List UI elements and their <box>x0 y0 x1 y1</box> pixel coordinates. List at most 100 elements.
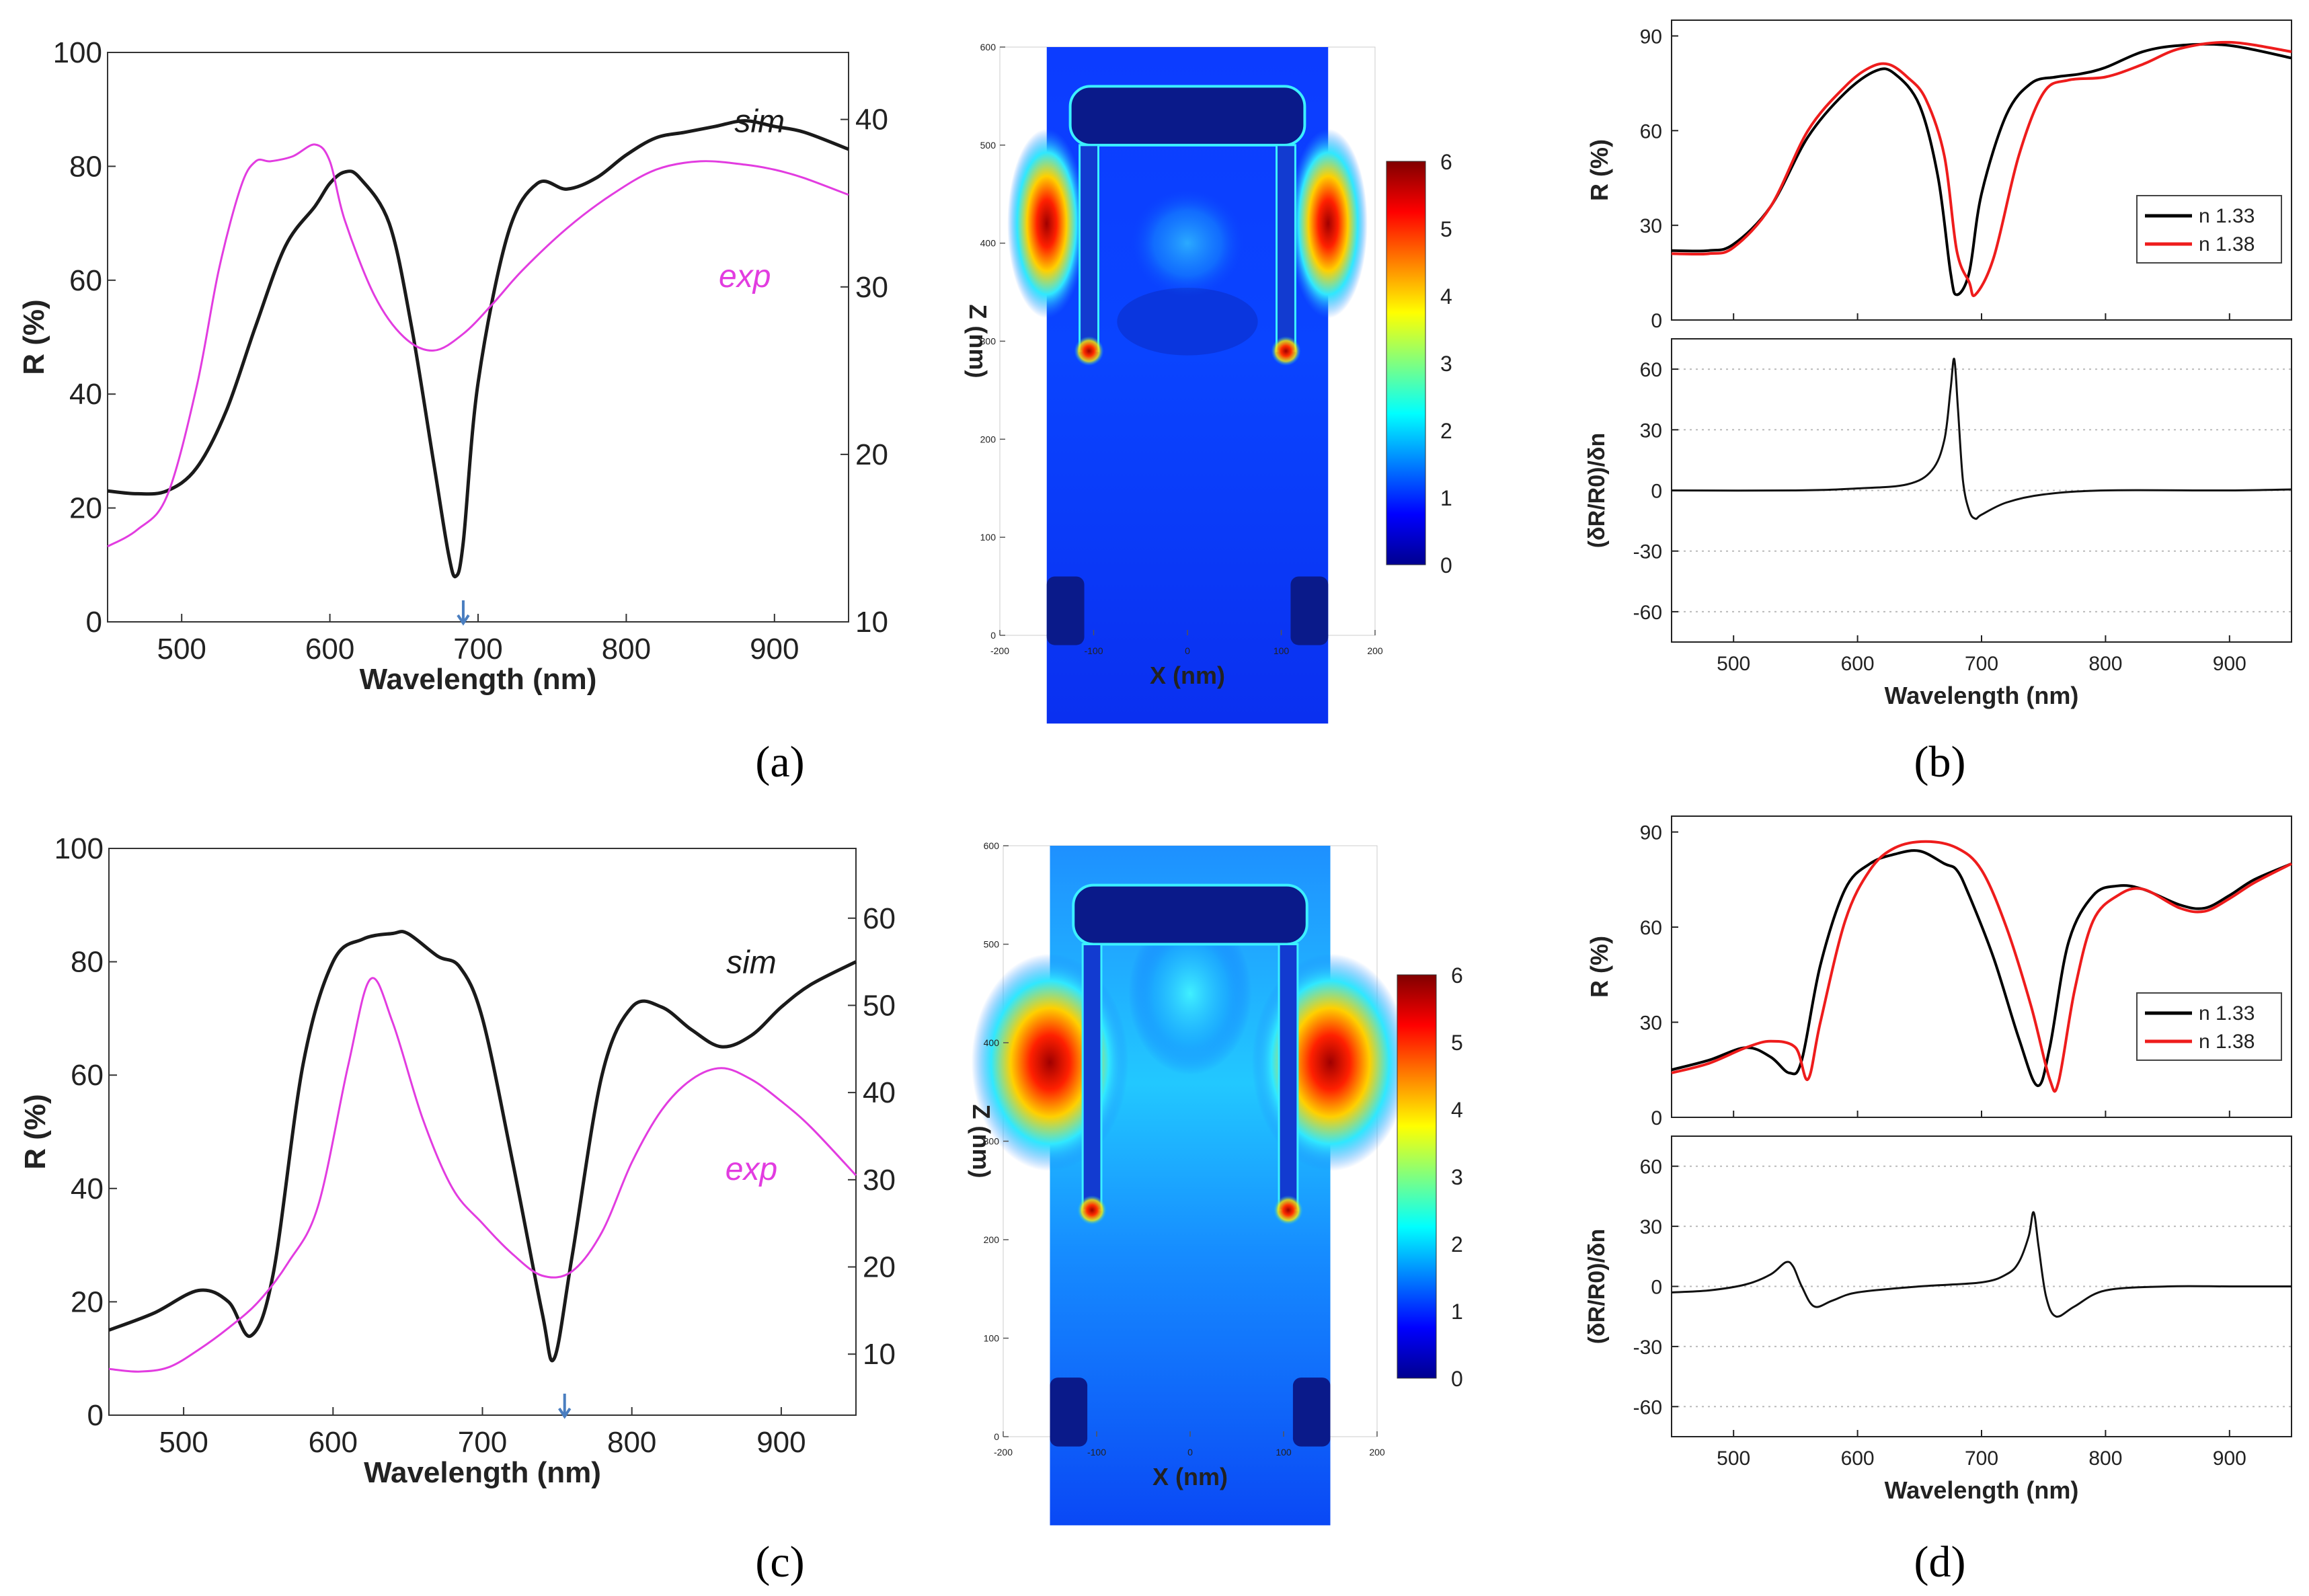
c-field-cyan-glow-center <box>1128 912 1252 1076</box>
c-series-exp <box>108 977 857 1373</box>
d-top-y-axis-title: R (%) <box>1586 936 1613 998</box>
b-bottom-y-axis-title: (δR/R0)/δn <box>1584 433 1610 549</box>
c-series-sim <box>108 930 857 1363</box>
c-field-hot-lobe-right <box>1251 953 1409 1172</box>
b-top-y-tick-label: 90 <box>1640 26 1662 48</box>
b-bottom-x-tick-label: 700 <box>1965 653 1998 675</box>
a-field-y-tick-label: 600 <box>980 42 996 52</box>
b-bottom-y-tick-label: 60 <box>1640 359 1662 381</box>
a-field-y-tick-label: 300 <box>980 336 996 347</box>
c-field-y-tick-label: 500 <box>984 939 1000 950</box>
c-y-tick-label: 40 <box>71 1172 104 1205</box>
a-field-colorbar <box>1386 161 1426 565</box>
c-field-y-tick-label: 300 <box>984 1136 1000 1147</box>
c-field-colorbar-label: 2 <box>1451 1232 1463 1256</box>
d-bottom-y-tick-label: 0 <box>1651 1277 1662 1299</box>
b-top-y-tick-label: 0 <box>1651 310 1662 332</box>
panel-label-c: (c) <box>755 1538 804 1587</box>
b-top-legend-label: n 1.38 <box>2199 233 2255 255</box>
c-field-colorbar-label: 0 <box>1451 1367 1463 1391</box>
c-field-colorbar-label: 6 <box>1451 963 1463 988</box>
b-bottom-x-tick-label: 600 <box>1841 653 1875 675</box>
a-series-exp <box>107 143 849 548</box>
c-field-pillar-right <box>1278 943 1299 1211</box>
a-field-y-tick-label: 500 <box>980 140 996 151</box>
a-field-hotspot-right <box>1271 336 1301 366</box>
b-bottom-y-tick-label: -30 <box>1633 541 1662 563</box>
a-field-x-tick-label: -100 <box>1084 645 1103 656</box>
c-field-x-tick-label: 100 <box>1276 1447 1292 1458</box>
a-field-x-axis-title: X (nm) <box>1150 662 1225 689</box>
c-label-sim: sim <box>726 945 777 980</box>
b-top-series-n0 <box>1671 42 2292 296</box>
a-y-tick-label: 60 <box>69 264 102 297</box>
a-y2-tick-label: 20 <box>855 438 888 471</box>
d-bottom-y-tick-label: 30 <box>1640 1216 1662 1238</box>
a-y-tick-label: 80 <box>69 150 102 183</box>
panel-a-spectrum-chart: 500 600 700 800 900 0 20 40 60 80 100 10 20 30 40 Wavel… <box>17 36 888 696</box>
b-bottom-x-tick-label: 800 <box>2088 653 2122 675</box>
panel-label-d: (d) <box>1914 1538 1966 1587</box>
d-bottom-y-tick-label: 60 <box>1640 1156 1662 1179</box>
c-field-x-tick-label: 0 <box>1187 1447 1193 1458</box>
a-label-sim: sim <box>734 104 785 140</box>
b-top-y-axis-title: R (%) <box>1586 139 1613 201</box>
a-y2-tick-label: 40 <box>855 104 888 136</box>
b-bottom-x-tick-label: 500 <box>1717 653 1750 675</box>
panel-label-b: (b) <box>1914 737 1966 787</box>
c-field-x-axis-title: X (nm) <box>1152 1463 1228 1490</box>
a-x-tick-label: 600 <box>305 633 354 666</box>
a-field-colorbar-label: 6 <box>1440 150 1452 174</box>
a-x-tick-label: 800 <box>602 633 651 666</box>
d-top-plot-frame <box>1671 815 2292 1118</box>
a-field-x-tick-label: 100 <box>1274 645 1290 656</box>
d-top-legend-label: n 1.38 <box>2199 1031 2255 1053</box>
d-bottom-series-derivative <box>1671 1211 2292 1318</box>
c-x-axis-title: Wavelength (nm) <box>364 1456 601 1489</box>
a-field-colorbar-label: 0 <box>1440 553 1452 577</box>
c-field-y-tick-label: 100 <box>984 1333 1000 1344</box>
c-plot-frame <box>108 848 857 1416</box>
a-field-y-tick-label: 400 <box>980 238 996 249</box>
d-bottom-x-axis-title: Wavelength (nm) <box>1885 1476 2079 1504</box>
a-x-tick-label: 500 <box>157 633 206 666</box>
b-top-legend-label: n 1.33 <box>2199 205 2255 227</box>
b-bottom-series-derivative <box>1671 358 2292 520</box>
a-field-pillar-right <box>1276 144 1296 352</box>
d-top-y-tick-label: 60 <box>1640 917 1662 939</box>
b-top-y-tick-label: 60 <box>1640 120 1662 143</box>
c-field-x-tick-label: -200 <box>994 1447 1013 1458</box>
c-field-x-tick-label: -100 <box>1087 1447 1106 1458</box>
c-field-substrate-block-left <box>1050 1378 1088 1447</box>
a-y-tick-label: 0 <box>86 606 102 639</box>
c-y-tick-label: 100 <box>54 832 104 865</box>
c-field-hotspot-left <box>1077 1195 1107 1226</box>
a-field-hot-lobe-left <box>1007 128 1087 319</box>
c-field-y-tick-label: 200 <box>984 1234 1000 1245</box>
c-field-top-cap <box>1072 883 1308 946</box>
a-field-y-tick-label: 0 <box>990 630 996 641</box>
panel-b-reflectance-chart: 0 30 60 90 R (%) n 1.33 n 1.38 <box>1586 19 2292 332</box>
a-field-colorbar-label: 4 <box>1440 284 1452 309</box>
c-field-colorbar-label: 3 <box>1451 1165 1463 1189</box>
a-field-y-tick-label: 100 <box>980 532 996 543</box>
c-y-tick-label: 20 <box>71 1285 104 1318</box>
c-field-y-tick-label: 400 <box>984 1037 1000 1048</box>
d-bottom-x-tick-label: 500 <box>1717 1447 1750 1470</box>
c-field-colorbar <box>1397 974 1437 1379</box>
a-field-x-tick-label: 0 <box>1185 645 1190 656</box>
a-field-cyan-glow-center <box>1131 189 1244 298</box>
c-field-substrate-block-right <box>1292 1378 1331 1447</box>
d-top-series-n1 <box>1671 840 2292 1093</box>
a-field-hot-lobe-right <box>1288 128 1368 319</box>
a-y2-tick-label: 10 <box>855 606 888 639</box>
c-y-tick-label: 0 <box>87 1399 104 1432</box>
a-x-tick-label: 700 <box>453 633 502 666</box>
a-field-substrate-block-left <box>1046 576 1085 645</box>
a-field-colorbar-label: 2 <box>1440 419 1452 443</box>
d-top-legend-label: n 1.33 <box>2199 1002 2255 1025</box>
c-y-axis-title: R (%) <box>19 1094 52 1169</box>
c-field-hotspot-right <box>1273 1195 1303 1226</box>
a-y2-tick-label: 30 <box>855 271 888 304</box>
a-field-colorbar-label: 5 <box>1440 217 1452 241</box>
